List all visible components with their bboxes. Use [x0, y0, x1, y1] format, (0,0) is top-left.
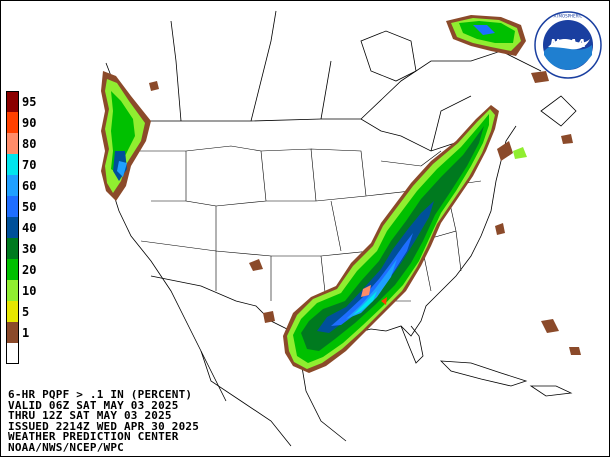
legend-entry: 5 [6, 301, 46, 322]
legend-swatch [6, 280, 19, 301]
scatter-10 [497, 141, 513, 161]
svg-text:ATMOSPHERIC: ATMOSPHERIC [554, 14, 583, 19]
legend-entry: 80 [6, 133, 46, 154]
florida-line [400, 325, 424, 364]
legend-swatch [6, 238, 19, 259]
quebec-40pct [473, 25, 495, 35]
canada-province-lines [170, 10, 542, 152]
scatter-4 [541, 319, 559, 333]
legend-entry: 60 [6, 175, 46, 196]
hispaniola-line [529, 385, 573, 397]
legend-label: 80 [22, 137, 37, 151]
precip-fields [101, 15, 581, 373]
band-40pct [317, 201, 434, 333]
scatter-6 [149, 81, 159, 91]
legend-entry: 90 [6, 112, 46, 133]
legend-entry: 40 [6, 217, 46, 238]
caption-agency: NOAA/NWS/NCEP/WPC [8, 440, 124, 454]
mexico-us-border [150, 275, 292, 332]
band-30pct [301, 126, 484, 351]
legend-swatch [6, 217, 19, 238]
caption-issued: ISSUED 2214Z WED APR 30 2025 [8, 419, 200, 433]
scatter-3 [495, 223, 505, 235]
noaa-seal-icon: ATMOSPHERIC [534, 11, 602, 79]
legend-swatch [6, 91, 19, 112]
band-80pct [361, 285, 371, 297]
pnw-60pct [117, 161, 127, 177]
legend-swatch [6, 322, 19, 343]
caption-thru: THRU 12Z SAT MAY 03 2025 [8, 409, 172, 422]
legend-label: 5 [22, 305, 30, 319]
legend-entry: 70 [6, 154, 46, 175]
legend-label: 10 [22, 284, 37, 298]
legend-entry [6, 343, 46, 364]
noaa-logo: ATMOSPHERIC NOAA [534, 11, 602, 79]
scatter-9 [513, 147, 527, 159]
legend-label: 40 [22, 221, 37, 235]
legend-label: 30 [22, 242, 37, 256]
legend-swatch [6, 301, 19, 322]
hudson-bay-line [360, 30, 417, 82]
legend-entry: 20 [6, 259, 46, 280]
legend-label: 90 [22, 116, 37, 130]
scatter-7 [531, 71, 549, 83]
legend-swatch [6, 112, 19, 133]
legend-label: 50 [22, 200, 37, 214]
scatter-1 [249, 259, 263, 271]
probability-legend: 95 90 80 70 60 50 40 30 20 10 5 1 [6, 91, 46, 364]
canada-us-border [113, 118, 482, 152]
legend-entry: 95 [6, 91, 46, 112]
legend-swatch [6, 154, 19, 175]
legend-entry: 10 [6, 280, 46, 301]
legend-label: 20 [22, 263, 37, 277]
band-70pct [353, 291, 377, 315]
legend-label: 60 [22, 179, 37, 193]
scatter-8 [561, 134, 573, 144]
product-caption: 6-HR PQPF > .1 IN (PERCENT) VALID 06Z SA… [8, 388, 200, 454]
legend-swatch [6, 175, 19, 196]
caption-center: WEATHER PREDICTION CENTER [8, 430, 179, 443]
legend-swatch [6, 196, 19, 217]
legend-entry: 1 [6, 322, 46, 343]
newfoundland-line [540, 95, 577, 127]
legend-swatch [6, 133, 19, 154]
band-90pct [381, 297, 387, 305]
map-outlines [104, 10, 577, 447]
legend-label: 70 [22, 158, 37, 172]
scatter-2 [263, 311, 275, 323]
legend-swatch [6, 259, 19, 280]
legend-label: 1 [22, 326, 30, 340]
caption-product: 6-HR PQPF > .1 IN (PERCENT) [8, 388, 193, 401]
band-20pct [293, 114, 489, 363]
cuba-line [439, 360, 528, 387]
legend-label: 95 [22, 95, 37, 109]
caption-valid: VALID 06Z SAT MAY 03 2025 [8, 398, 179, 412]
legend-swatch [6, 343, 19, 364]
legend-entry: 30 [6, 238, 46, 259]
legend-entry: 50 [6, 196, 46, 217]
noaa-logo-text: NOAA [550, 37, 586, 50]
scatter-5 [569, 347, 581, 355]
